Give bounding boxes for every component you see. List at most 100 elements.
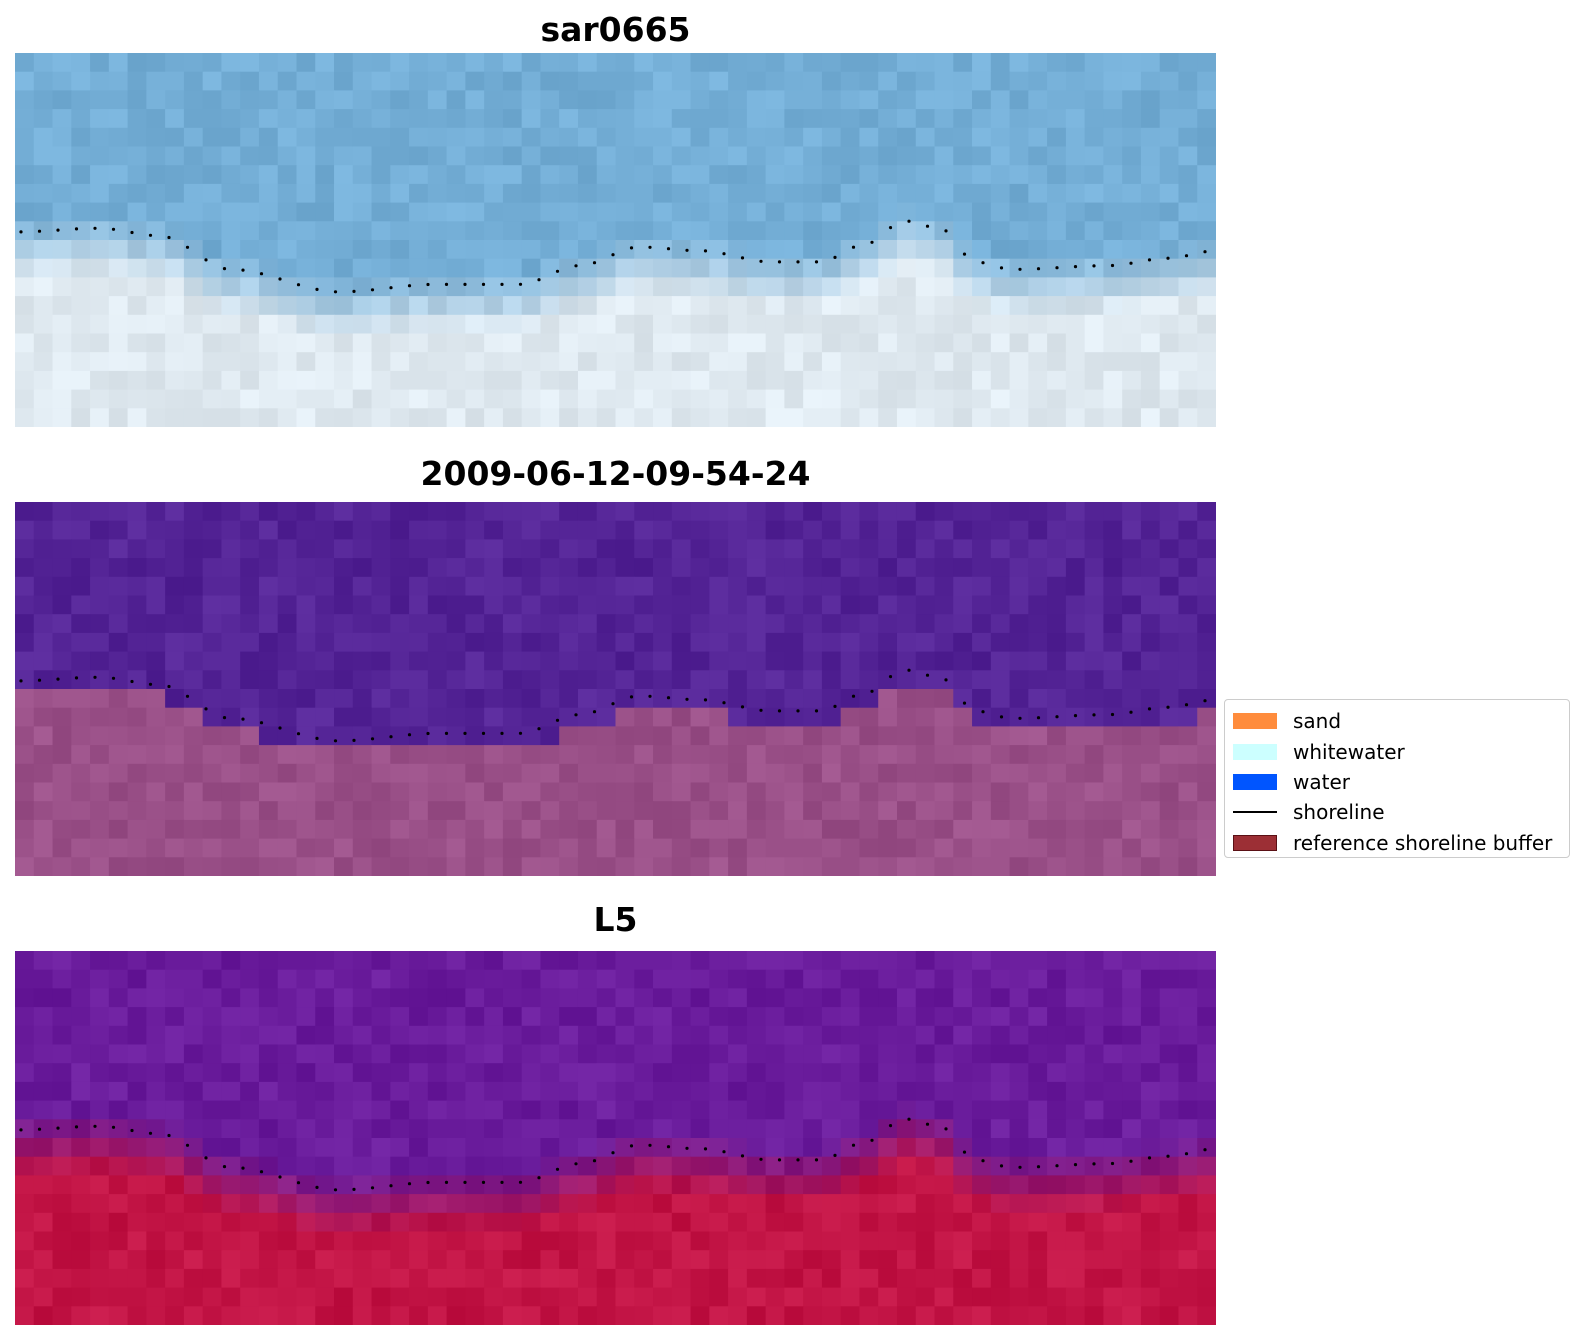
image-pixel [577,1287,598,1307]
image-pixel [1047,1212,1067,1233]
image-pixel [33,988,54,1008]
image-pixel [258,595,279,615]
image-pixel [296,838,316,858]
image-pixel [390,1138,410,1158]
image-pixel [371,53,391,73]
image-pixel [71,1100,91,1120]
image-pixel [972,202,992,222]
image-pixel [896,183,917,204]
image-pixel [90,857,110,876]
image-pixel [540,558,560,578]
image-pixel [990,1081,1011,1102]
image-pixel [878,763,898,784]
image-pixel [352,1044,373,1064]
image-pixel [446,90,466,110]
image-pixel [840,801,861,821]
image-pixel [559,333,579,353]
image-pixel [709,1231,729,1251]
image-pixel [1084,221,1105,241]
image-pixel [202,277,223,297]
image-pixel [258,277,279,297]
image-pixel [878,314,898,335]
image-pixel [765,1268,785,1289]
image-pixel [709,1025,729,1046]
image-pixel [315,1156,335,1176]
image-pixel [315,1025,335,1046]
image-pixel [915,558,936,578]
image-pixel [671,296,692,316]
image-pixel [840,1306,861,1325]
image-pixel [615,689,635,709]
image-pixel [221,707,241,727]
image-pixel [352,1212,373,1233]
image-pixel [1065,520,1086,540]
image-pixel [465,389,485,409]
image-pixel [934,53,954,73]
image-pixel [859,240,879,260]
image-pixel [934,520,954,540]
image-pixel [33,277,54,297]
image-pixel [577,614,598,634]
image-pixel [484,1156,504,1176]
image-pixel [709,277,729,297]
image-pixel [1103,1025,1123,1046]
image-pixel [334,614,354,634]
image-pixel [1140,1156,1161,1176]
shoreline-point [962,1150,967,1154]
image-pixel [315,951,335,971]
image-pixel [821,763,842,784]
image-pixel [127,1250,147,1270]
image-pixel [277,1306,298,1325]
image-pixel [15,127,35,148]
index-image-panel [15,951,1216,1325]
image-pixel [953,1287,973,1307]
image-pixel [390,726,410,746]
image-pixel [972,1212,992,1233]
image-pixel [71,408,91,427]
image-pixel [427,632,448,653]
image-pixel [559,183,579,204]
image-pixel [859,969,879,989]
image-pixel [634,1119,654,1139]
image-pixel [1140,53,1161,73]
image-pixel [1122,183,1142,204]
image-pixel [821,651,842,671]
image-pixel [896,520,917,540]
image-pixel [896,1007,917,1027]
image-pixel [334,165,354,185]
image-pixel [972,352,992,372]
image-pixel [634,240,654,260]
image-pixel [427,389,448,409]
image-pixel [90,1025,110,1046]
image-pixel [953,71,973,91]
image-pixel [821,90,842,110]
image-pixel [859,951,879,971]
image-pixel [71,1194,91,1214]
image-pixel [52,1081,72,1102]
image-pixel [484,202,504,222]
image-pixel [634,689,654,709]
image-pixel [728,1081,748,1102]
image-pixel [896,277,917,297]
image-pixel [896,221,917,241]
image-pixel [972,1231,992,1251]
image-pixel [577,146,598,166]
image-pixel [409,1306,429,1325]
image-pixel [596,408,617,427]
image-pixel [521,1287,542,1307]
image-pixel [146,408,166,427]
shoreline-point [999,1164,1004,1168]
image-pixel [615,614,635,634]
shoreline-point [1018,1165,1022,1169]
image-pixel [15,202,35,222]
image-pixel [765,1212,785,1233]
image-pixel [596,1268,617,1289]
image-pixel [653,1287,673,1307]
image-pixel [165,763,185,784]
image-pixel [559,314,579,335]
image-pixel [953,1156,973,1176]
image-pixel [409,352,429,372]
image-pixel [221,1250,241,1270]
image-pixel [653,819,673,840]
image-pixel [1159,183,1180,204]
